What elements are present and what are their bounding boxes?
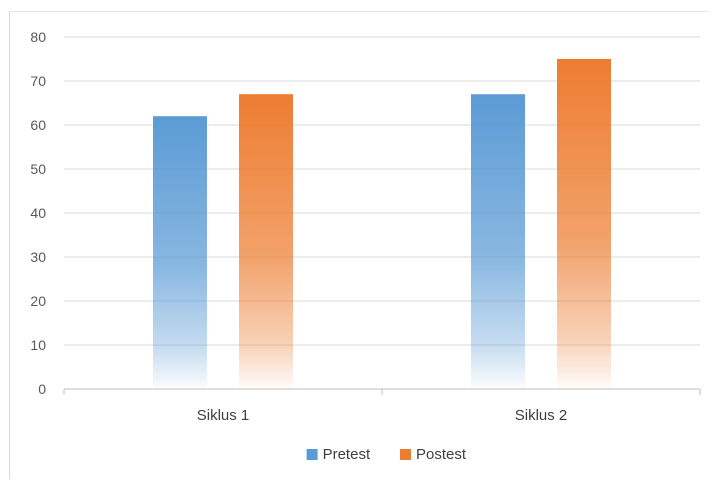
bar-pretest-siklus-1 (153, 116, 207, 389)
y-tick-label: 30 (30, 249, 46, 265)
y-tick-label: 50 (30, 161, 46, 177)
y-tick-label: 20 (30, 293, 46, 309)
x-category-label: Siklus 2 (515, 407, 568, 424)
y-axis: 0 10 20 30 40 50 60 70 80 (30, 29, 46, 397)
x-category-label: Siklus 1 (197, 407, 250, 424)
bar-postest-siklus-2 (557, 59, 611, 389)
y-tick-label: 70 (30, 73, 46, 89)
bar-postest-siklus-1 (239, 94, 293, 389)
y-tick-label: 10 (30, 337, 46, 353)
y-tick-label: 60 (30, 117, 46, 133)
chart-frame (9, 11, 709, 479)
y-tick-label: 0 (38, 381, 46, 397)
y-tick-label: 40 (30, 205, 46, 221)
legend-label-pretest: Pretest (323, 446, 371, 463)
bars (153, 59, 611, 389)
legend-label-postest: Postest (416, 446, 467, 463)
legend: Pretest Postest (306, 446, 467, 463)
y-tick-label: 80 (30, 29, 46, 45)
x-axis: Siklus 1 Siklus 2 (63, 389, 701, 424)
legend-swatch-pretest (306, 449, 318, 460)
legend-swatch-postest (400, 449, 411, 460)
bar-pretest-siklus-2 (471, 94, 525, 389)
